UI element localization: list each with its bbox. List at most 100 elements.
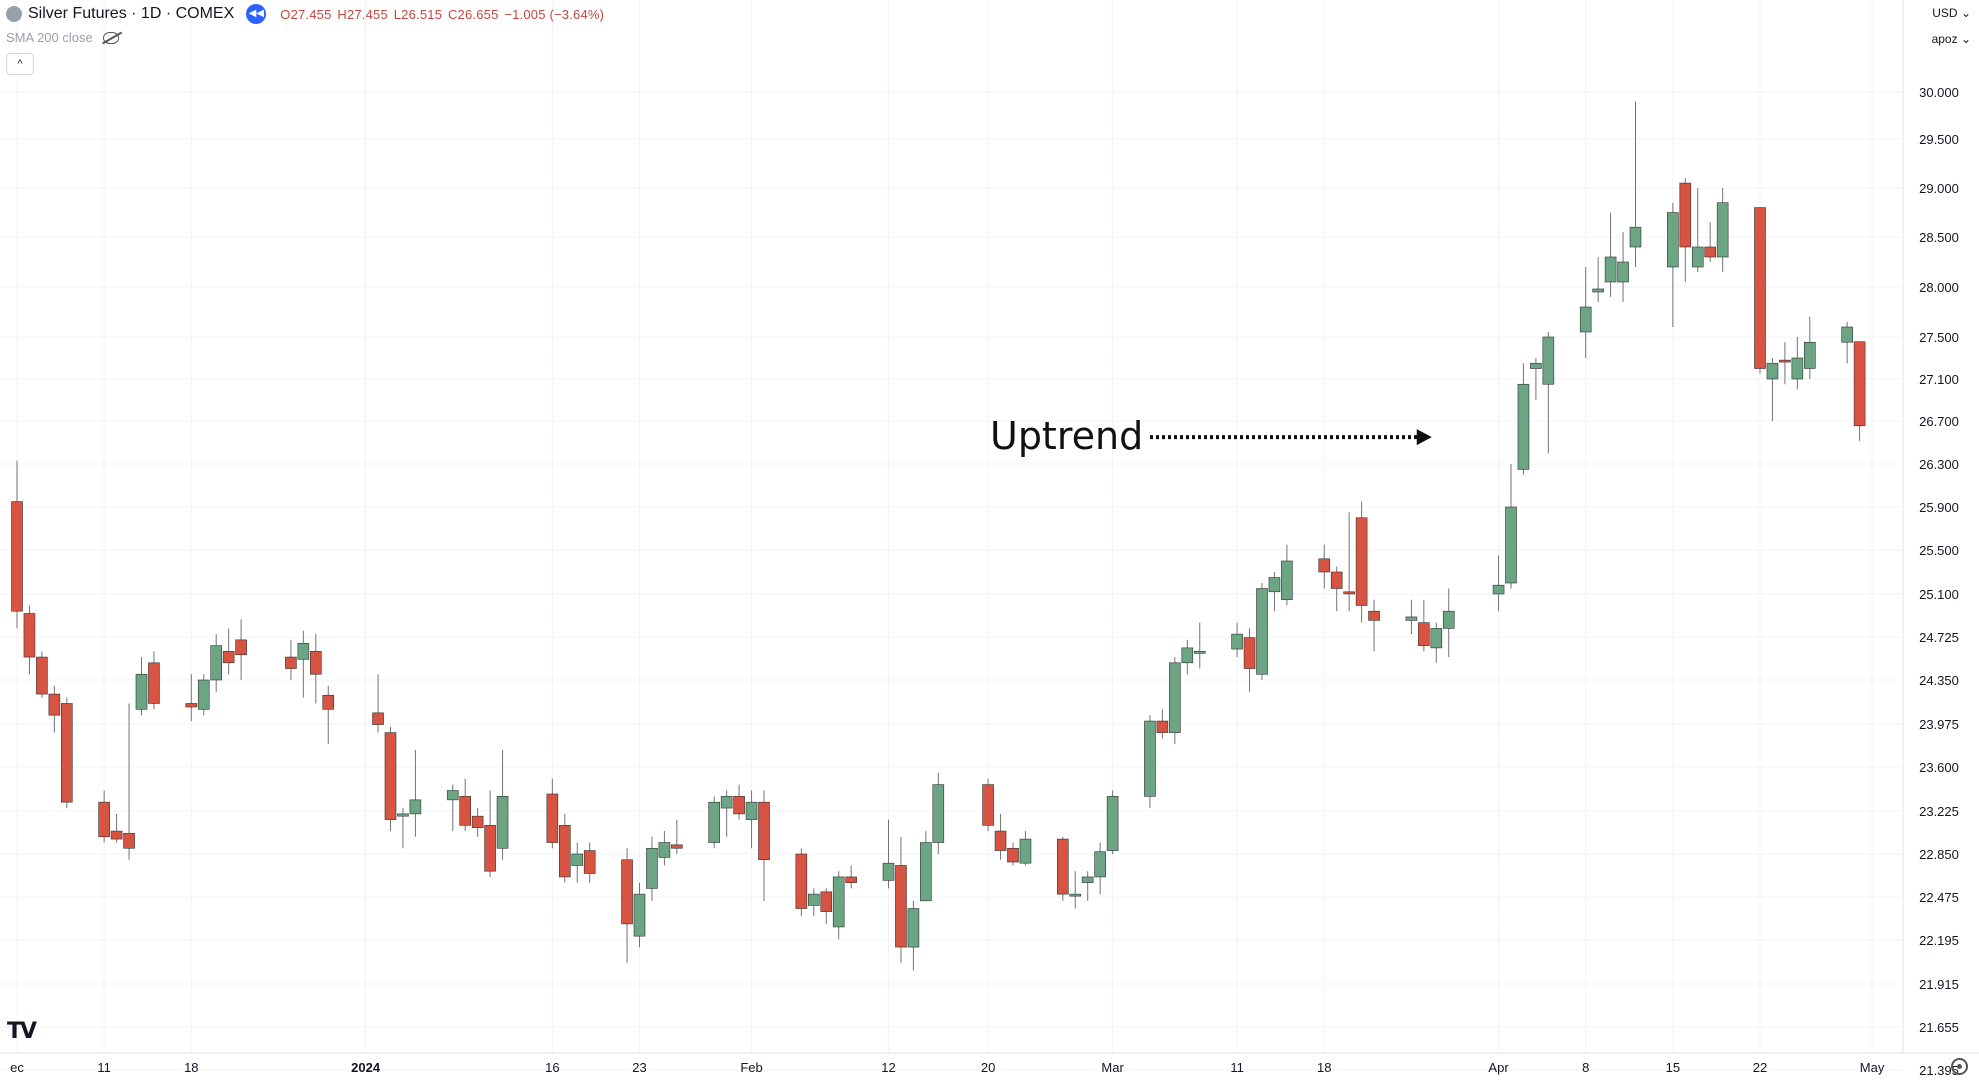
open-value: O27.455: [280, 6, 332, 22]
candle-body: [1853, 341, 1866, 427]
symbol-title[interactable]: Silver Futures · 1D · COMEX: [28, 5, 235, 22]
candle-body: [384, 732, 397, 820]
candle: [110, 813, 123, 843]
candle: [484, 790, 496, 877]
candle-body: [23, 613, 36, 658]
candle: [1330, 566, 1343, 612]
indicator-legend: SMA 200 close: [6, 30, 119, 45]
low-value: L26.515: [393, 6, 443, 22]
candle-body: [795, 853, 808, 909]
candle: [48, 685, 61, 733]
candle-body: [197, 679, 210, 710]
tradingview-logo[interactable]: TV: [7, 1019, 37, 1044]
time-tick-label: Feb: [740, 1060, 762, 1075]
candle-body: [1704, 246, 1716, 258]
candle: [297, 630, 310, 698]
annotation-layer: Uptrend: [990, 414, 1432, 458]
hidden-eye-icon[interactable]: [102, 31, 119, 44]
candle: [1156, 709, 1169, 739]
settings-icon[interactable]: [1951, 1058, 1968, 1075]
candle: [920, 831, 932, 902]
candle: [23, 605, 36, 675]
candle: [1355, 501, 1368, 623]
currency-selector[interactable]: USD ⌄: [1932, 6, 1971, 20]
candle: [882, 819, 895, 889]
change-value: −1.005 (−3.64%): [504, 6, 605, 22]
collapse-legend-button[interactable]: ^: [6, 53, 34, 75]
candle: [1430, 622, 1443, 663]
candle-body: [1779, 359, 1791, 363]
candle-body: [11, 501, 23, 612]
candle: [1081, 871, 1094, 901]
price-axis[interactable]: 30.000 29.500 29.000 28.500 28.000 27.500 27.1…: [1919, 85, 1959, 1078]
candle-body: [745, 801, 758, 820]
candle-body: [1405, 616, 1418, 621]
time-tick-label: May: [1860, 1060, 1885, 1075]
candle-body: [658, 842, 671, 858]
candle-body: [1841, 326, 1853, 343]
candle-body: [1754, 207, 1766, 369]
candle: [795, 848, 808, 917]
candle-body: [1268, 577, 1281, 593]
candle-body: [1579, 306, 1592, 333]
candle-body: [1007, 847, 1019, 863]
candle-body: [1604, 256, 1617, 283]
candle-body: [1418, 622, 1430, 646]
candle-body: [1530, 362, 1542, 369]
chevron-down-icon: ⌄: [1960, 32, 1971, 46]
candle: [309, 634, 322, 704]
close-value: C26.655: [447, 6, 499, 22]
candle-body: [285, 656, 297, 669]
candle: [1268, 572, 1281, 612]
candle-body: [1106, 796, 1119, 851]
uptrend-arrow-head: [1416, 429, 1432, 446]
candle-body: [733, 796, 745, 815]
candle: [671, 819, 683, 854]
candle-body: [907, 908, 920, 948]
candle-body: [820, 891, 833, 912]
candle: [646, 836, 658, 901]
indicator-label[interactable]: SMA 200 close: [6, 30, 93, 45]
candle: [733, 784, 745, 820]
candle: [583, 842, 596, 883]
axis-options-selector[interactable]: apoz ⌄: [1932, 32, 1971, 46]
price-tick-label: 22.195: [1919, 933, 1959, 948]
candle-body: [409, 799, 422, 815]
chevron-down-icon: ⌄: [1960, 6, 1971, 20]
time-tick-label: 23: [632, 1060, 646, 1075]
candle-body: [1156, 720, 1169, 733]
uptrend-label: Uptrend: [990, 414, 1143, 458]
candle-body: [471, 815, 484, 828]
price-tick-label: 24.350: [1919, 673, 1959, 688]
candle-body: [1791, 357, 1804, 380]
candle: [1530, 358, 1542, 400]
candle: [11, 460, 23, 629]
time-tick-label: 12: [881, 1060, 895, 1075]
candle: [1181, 639, 1194, 675]
ohlc-values: O27.455 H27.455 L26.515 C26.655 −1.005 (…: [280, 7, 606, 22]
candle: [1057, 836, 1069, 901]
time-axis[interactable]: ec111820241623Feb1220Mar1118Apr81522May1…: [10, 1060, 1979, 1075]
time-tick-label: 22: [1753, 1060, 1767, 1075]
candle: [1766, 358, 1779, 421]
price-tick-label: 29.500: [1919, 132, 1959, 147]
candle-body: [1629, 226, 1642, 248]
candle: [1691, 188, 1704, 272]
candle: [708, 796, 721, 849]
candle-body: [708, 801, 721, 843]
candle: [1853, 341, 1866, 441]
replay-icon[interactable]: ◀◀: [246, 4, 267, 24]
candle-body: [1057, 838, 1069, 895]
candle-body: [633, 893, 646, 937]
candle-body: [446, 790, 459, 801]
candle-body: [1181, 647, 1194, 664]
candle: [36, 651, 48, 698]
price-tick-label: 26.300: [1919, 457, 1959, 472]
candle-body: [1243, 637, 1256, 669]
candle: [1281, 544, 1293, 606]
candle-body: [36, 656, 48, 695]
currency-label: USD: [1932, 6, 1958, 20]
candles-layer: [11, 101, 1866, 971]
